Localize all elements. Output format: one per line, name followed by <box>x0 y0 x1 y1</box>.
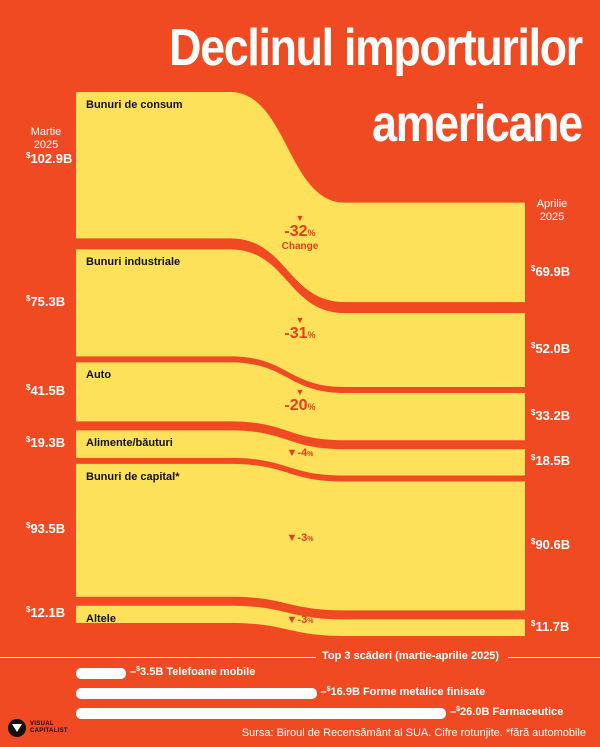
source-note: Sursa: Biroul de Recensământ al SUA. Cif… <box>241 727 586 739</box>
band-altele <box>76 605 525 636</box>
change-bunuri-de-capital-: ▼-3% <box>286 532 314 545</box>
march-value-auto: $41.5B <box>26 382 66 398</box>
divider-right <box>508 657 600 658</box>
category-altele: Altele <box>86 612 116 625</box>
divider-left <box>0 657 316 658</box>
change-bunuri-de-consum: ▼ -32% Change <box>281 212 319 252</box>
march-value-altele: $12.1B <box>26 605 66 621</box>
category-bunuri-de-consum: Bunuri de consum <box>86 99 183 111</box>
march-value-bunuri-de-capital-: $93.5B <box>26 521 66 537</box>
change-bunuri-industriale: ▼ -31% <box>284 314 316 342</box>
april-label: Aprilie 2025 <box>536 198 568 223</box>
april-value-bunuri-industriale: $52.0B <box>531 341 571 357</box>
april-value-altele: $11.7B <box>531 618 570 634</box>
april-value-auto: $33.2B <box>531 407 571 423</box>
march-value-alimente-b-uturi: $19.3B <box>26 435 66 451</box>
band-bunuri-de-capital- <box>76 463 525 611</box>
april-value-bunuri-de-capital-: $90.6B <box>531 536 571 552</box>
top3-label: –$26.0B Farmaceutice <box>450 706 564 718</box>
change-auto: ▼ -20% <box>284 387 316 415</box>
category-auto: Auto <box>86 369 112 382</box>
top3-bar <box>76 708 446 719</box>
category-bunuri-industriale: Bunuri industriale <box>86 256 181 269</box>
top3-bar <box>76 688 317 699</box>
band-alimente-b-uturi <box>76 430 525 476</box>
change-alimente-b-uturi: ▼-4% <box>286 446 314 459</box>
top3-label: –$3.5B Telefoane mobile <box>130 666 256 678</box>
march-value-bunuri-de-consum: $102.9B <box>26 151 73 167</box>
band-bunuri-industriale <box>76 249 525 388</box>
april-value-alimente-b-uturi: $18.5B <box>531 453 571 469</box>
brand-logo-icon <box>8 719 26 737</box>
category-alimente-b-uturi: Alimente/băuturi <box>86 437 173 450</box>
brand-logo: VISUAL CAPITALIST <box>8 719 68 737</box>
band-bunuri-de-consum <box>76 92 525 303</box>
march-label: Martie 2025 <box>30 126 62 151</box>
top3-bar <box>76 668 126 679</box>
top3-title: Top 3 scăderi (martie-aprilie 2025) <box>322 650 500 662</box>
page-title-line2: americane <box>372 95 583 153</box>
brand-logo-text: VISUAL CAPITALIST <box>30 721 68 734</box>
top3-label: –$16.9B Forme metalice finisate <box>320 686 486 698</box>
band-auto <box>76 362 525 441</box>
category-bunuri-de-capital-: Bunuri de capital* <box>86 470 180 483</box>
march-value-bunuri-industriale: $75.3B <box>26 293 66 309</box>
page-title-line1: Declinul importurilor <box>169 19 583 77</box>
april-value-bunuri-de-consum: $69.9B <box>531 264 571 280</box>
change-altele: ▼-3% <box>286 614 314 627</box>
